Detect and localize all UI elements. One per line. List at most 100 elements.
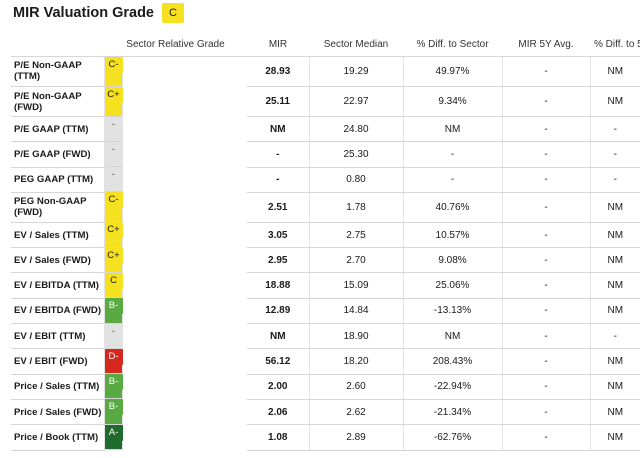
mir-5y-avg-value-cell: -	[502, 117, 590, 142]
diff-to-sector-value-cell: -62.76%	[403, 425, 502, 450]
diff-to-sector-value-cell: 9.08%	[403, 248, 502, 273]
column-header-diff-sector: % Diff. to Sector	[403, 33, 502, 56]
diff-to-sector-value-cell: 9.34%	[403, 87, 502, 117]
sector-median-value-cell: 18.90	[309, 324, 403, 349]
diff-to-5y-avg-value-cell: NM	[590, 425, 640, 450]
grade-badge: -	[105, 142, 123, 158]
grade-badge: A-	[105, 425, 123, 441]
sector-relative-grade-cell: A-	[105, 425, 123, 450]
mir-value-cell: 28.93	[247, 56, 309, 87]
grade-badge: C+	[105, 87, 123, 103]
mir-5y-avg-value-cell: -	[502, 374, 590, 399]
mir-value-cell: 2.51	[247, 192, 309, 222]
diff-to-5y-avg-value-cell: NM	[590, 192, 640, 222]
mir-5y-avg-value-cell: -	[502, 222, 590, 247]
grade-badge: D-	[105, 349, 123, 365]
sector-median-value-cell: 18.20	[309, 349, 403, 374]
diff-to-5y-avg-value-cell: NM	[590, 248, 640, 273]
mir-value-cell: 1.08	[247, 425, 309, 450]
table-row: P/E Non-GAAP (TTM) C- 28.93 19.29 49.97% - NM	[11, 56, 640, 87]
table-row: EV / Sales (FWD) C+ 2.95 2.70 9.08% - NM	[11, 248, 640, 273]
table-row: EV / EBIT (TTM) - NM 18.90 NM - -	[11, 324, 640, 349]
metric-name-cell: EV / EBIT (TTM)	[11, 324, 104, 349]
mir-value-cell: 2.95	[247, 248, 309, 273]
diff-to-5y-avg-value-cell: -	[590, 167, 640, 192]
mir-value-cell: 12.89	[247, 298, 309, 323]
metric-name-cell: EV / Sales (FWD)	[11, 248, 104, 273]
table-row: PEG Non-GAAP (FWD) C- 2.51 1.78 40.76% - NM	[11, 192, 640, 222]
diff-to-sector-value-cell: 40.76%	[403, 192, 502, 222]
table-row: Price / Book (TTM) A- 1.08 2.89 -62.76% - NM	[11, 425, 640, 450]
mir-5y-avg-value-cell: -	[502, 273, 590, 298]
mir-5y-avg-value-cell: -	[502, 298, 590, 323]
header: MIR Valuation Grade	[13, 0, 154, 26]
sector-median-value-cell: 1.78	[309, 192, 403, 222]
mir-value-cell: 2.06	[247, 399, 309, 424]
metric-name-cell: Price / Book (TTM)	[11, 425, 104, 450]
sector-median-value-cell: 24.80	[309, 117, 403, 142]
mir-value-cell: 2.00	[247, 374, 309, 399]
diff-to-sector-value-cell: NM	[403, 117, 502, 142]
diff-to-5y-avg-value-cell: NM	[590, 56, 640, 87]
sector-relative-grade-cell: C-	[105, 192, 123, 222]
mir-5y-avg-value-cell: -	[502, 142, 590, 167]
metric-name-cell: Price / Sales (FWD)	[11, 399, 104, 424]
sector-median-value-cell: 19.29	[309, 56, 403, 87]
metric-name-cell: P/E Non-GAAP (TTM)	[11, 56, 104, 87]
mir-5y-avg-value-cell: -	[502, 248, 590, 273]
diff-to-sector-value-cell: 49.97%	[403, 56, 502, 87]
diff-to-sector-value-cell: NM	[403, 324, 502, 349]
mir-value-cell: -	[247, 142, 309, 167]
table-row: Price / Sales (TTM) B- 2.00 2.60 -22.94% - NM	[11, 374, 640, 399]
table-row: EV / Sales (TTM) C+ 3.05 2.75 10.57% - NM	[11, 222, 640, 247]
diff-to-5y-avg-value-cell: NM	[590, 374, 640, 399]
diff-to-sector-value-cell: -21.34%	[403, 399, 502, 424]
metric-name-cell: PEG Non-GAAP (FWD)	[11, 192, 104, 222]
mir-5y-avg-value-cell: -	[502, 56, 590, 87]
column-header-metric	[11, 33, 104, 56]
mir-value-cell: 18.88	[247, 273, 309, 298]
diff-to-5y-avg-value-cell: NM	[590, 273, 640, 298]
sector-median-value-cell: 15.09	[309, 273, 403, 298]
diff-to-sector-value-cell: 10.57%	[403, 222, 502, 247]
grade-badge: C+	[105, 248, 123, 264]
mir-5y-avg-value-cell: -	[502, 192, 590, 222]
grade-badge: -	[105, 117, 123, 133]
diff-to-5y-avg-value-cell: NM	[590, 399, 640, 424]
diff-to-sector-value-cell: 208.43%	[403, 349, 502, 374]
metric-name-cell: P/E Non-GAAP (FWD)	[11, 87, 104, 117]
mir-5y-avg-value-cell: -	[502, 87, 590, 117]
mir-5y-avg-value-cell: -	[502, 324, 590, 349]
sector-relative-grade-cell: -	[105, 142, 123, 167]
sector-relative-grade-cell: C+	[105, 222, 123, 247]
valuation-table: Sector Relative Grade MIR Sector Median …	[11, 33, 640, 451]
sector-median-value-cell: 25.30	[309, 142, 403, 167]
sector-median-value-cell: 0.80	[309, 167, 403, 192]
diff-to-5y-avg-value-cell: NM	[590, 298, 640, 323]
sector-median-value-cell: 2.89	[309, 425, 403, 450]
table-row: EV / EBITDA (FWD) B- 12.89 14.84 -13.13% - NM	[11, 298, 640, 323]
metric-name-cell: EV / EBIT (FWD)	[11, 349, 104, 374]
grade-badge: B-	[105, 374, 123, 390]
diff-to-5y-avg-value-cell: -	[590, 117, 640, 142]
mir-value-cell: 25.11	[247, 87, 309, 117]
table-row: P/E GAAP (FWD) - -25.30- - -	[11, 142, 640, 167]
column-header-mir: MIR	[247, 33, 309, 56]
diff-to-sector-value-cell: -	[403, 142, 502, 167]
metric-name-cell: EV / EBITDA (FWD)	[11, 298, 104, 323]
sector-median-value-cell: 2.62	[309, 399, 403, 424]
metric-name-cell: Price / Sales (TTM)	[11, 374, 104, 399]
diff-to-5y-avg-value-cell: -	[590, 142, 640, 167]
mir-value-cell: 3.05	[247, 222, 309, 247]
table-row: Price / Sales (FWD) B- 2.06 2.62 -21.34% - NM	[11, 399, 640, 424]
mir-5y-avg-value-cell: -	[502, 425, 590, 450]
sector-relative-grade-cell: B-	[105, 374, 123, 399]
table-row: EV / EBITDA (TTM) C 18.88 15.09 25.06% - NM	[11, 273, 640, 298]
mir-value-cell: 56.12	[247, 349, 309, 374]
metric-name-cell: EV / EBITDA (TTM)	[11, 273, 104, 298]
grade-badge: -	[105, 167, 123, 183]
mir-5y-avg-value-cell: -	[502, 167, 590, 192]
sector-median-value-cell: 2.60	[309, 374, 403, 399]
sector-relative-grade-cell: D-	[105, 349, 123, 374]
sector-median-value-cell: 22.97	[309, 87, 403, 117]
